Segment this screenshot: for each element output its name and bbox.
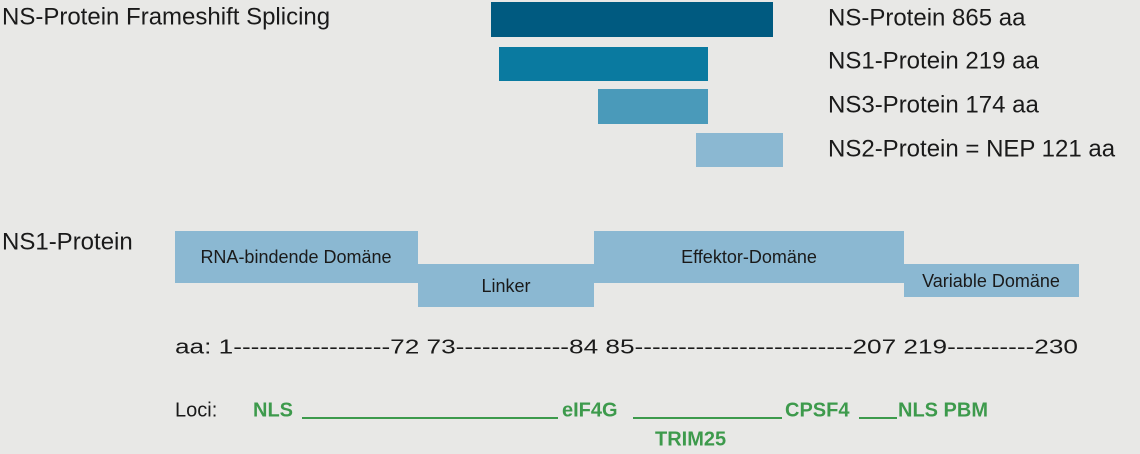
locus: TRIM25	[655, 428, 726, 450]
ns1-title: NS1-Protein	[2, 228, 133, 255]
domain	[175, 231, 418, 283]
domain	[594, 231, 904, 283]
protein-bar	[499, 47, 708, 81]
protein-bar	[491, 2, 773, 37]
protein-label: NS3-Protein 174 aa	[828, 91, 1039, 118]
protein-label: NS-Protein 865 aa	[828, 4, 1026, 31]
domain-label: Variable Domäne	[922, 271, 1060, 291]
locus: CPSF4	[785, 399, 850, 421]
domain-label: Linker	[481, 276, 530, 296]
loci-label: Loci:	[175, 399, 217, 421]
domain-label: RNA-bindende Domäne	[200, 247, 391, 267]
title: NS-Protein Frameshift Splicing	[2, 3, 330, 30]
protein-label: NS1-Protein 219 aa	[828, 47, 1039, 74]
protein-bar	[696, 133, 783, 167]
locus: eIF4G	[562, 399, 618, 421]
domain	[904, 264, 1079, 297]
locus: NLS	[253, 399, 293, 421]
domain-label: Effektor-Domäne	[681, 247, 817, 267]
domain	[418, 264, 594, 307]
aa-positions: aa: 1------------------72 73------------…	[175, 336, 1078, 358]
locus: NLS PBM	[898, 399, 988, 421]
protein-label: NS2-Protein = NEP 121 aa	[828, 135, 1116, 162]
protein-bar	[598, 89, 708, 124]
